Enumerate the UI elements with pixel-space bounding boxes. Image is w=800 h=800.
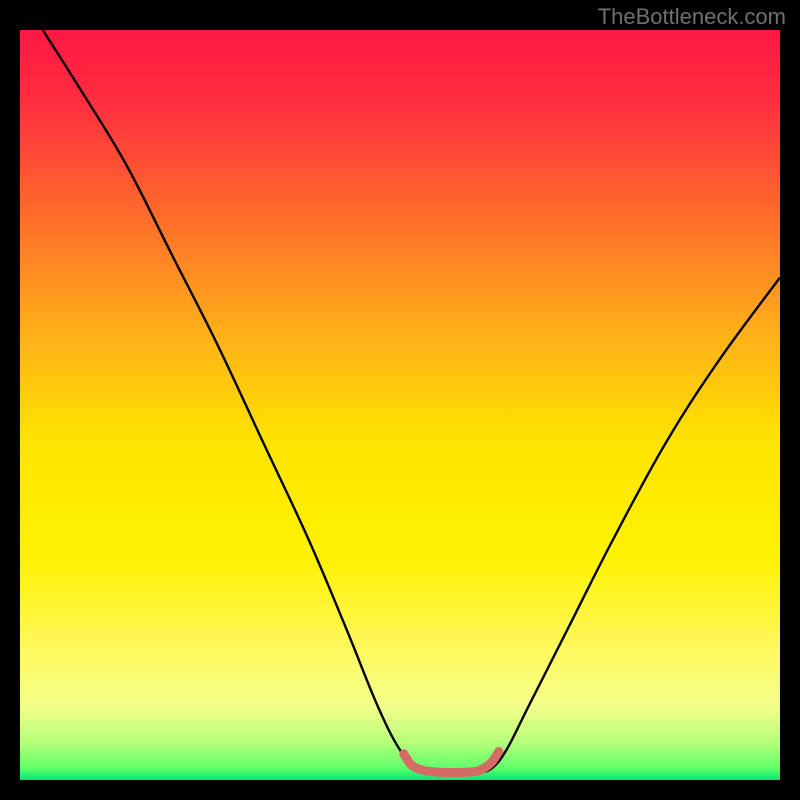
watermark-text: TheBottleneck.com [598,4,786,30]
chart-container [20,30,780,780]
gradient-background [20,30,780,780]
bottleneck-curve-chart [20,30,780,780]
